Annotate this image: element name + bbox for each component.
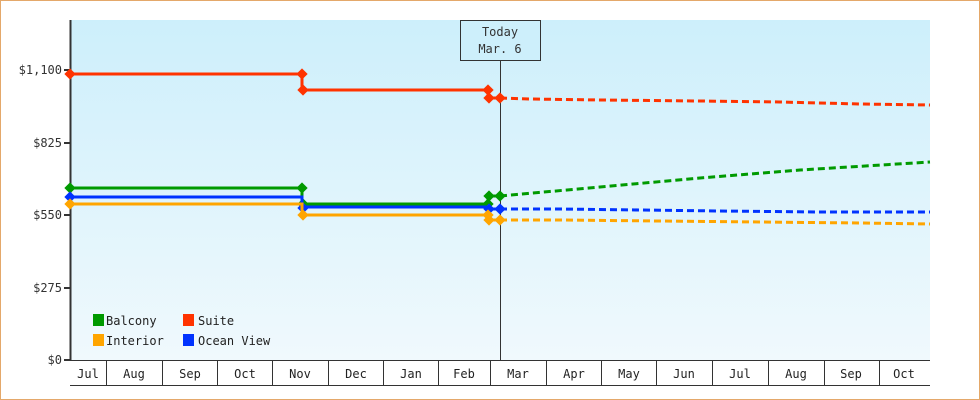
x-tick-label: Feb (453, 367, 475, 381)
today-label: Today (482, 25, 518, 39)
y-tick-label: $550 (33, 208, 62, 222)
y-tick-label: $0 (48, 353, 62, 367)
y-tick-label: $1,100 (19, 63, 62, 77)
y-tick-label: $825 (33, 136, 62, 150)
x-tick-label: Jul (77, 367, 99, 381)
legend-label: Balcony (106, 314, 157, 328)
legend-item-balcony[interactable]: Balcony (93, 314, 157, 328)
legend-item-ocean-view[interactable]: Ocean View (183, 334, 271, 348)
series-interior (64, 198, 931, 226)
x-tick-label: Sep (840, 367, 862, 381)
x-tick-label: Dec (345, 367, 367, 381)
x-tick-label: Nov (289, 367, 311, 381)
x-tick-label: Aug (123, 367, 145, 381)
x-axis: Jul Aug Sep Oct Nov Dec Jan Feb Mar Apr … (70, 360, 930, 386)
x-tick-label: Mar (507, 367, 529, 381)
x-tick-label: Apr (563, 367, 585, 381)
legend: Balcony Suite Interior Ocean View (93, 314, 271, 348)
legend-label: Suite (198, 314, 234, 328)
x-tick-label: Oct (893, 367, 915, 381)
y-axis: $0 $275 $550 $825 $1,100 (19, 20, 72, 367)
today-date: Mar. 6 (478, 42, 521, 56)
legend-label: Ocean View (198, 334, 271, 348)
x-tick-label: Aug (785, 367, 807, 381)
y-tick-label: $275 (33, 281, 62, 295)
x-tick-label: Sep (179, 367, 201, 381)
x-tick-label: Jan (400, 367, 422, 381)
legend-label: Interior (106, 334, 164, 348)
today-marker: Today Mar. 6 (460, 20, 541, 360)
legend-item-suite[interactable]: Suite (183, 314, 234, 328)
x-tick-label: Oct (234, 367, 256, 381)
x-tick-label: Jul (729, 367, 751, 381)
x-tick-label: Jun (673, 367, 695, 381)
x-tick-label: May (618, 367, 640, 381)
legend-item-interior[interactable]: Interior (93, 334, 164, 348)
